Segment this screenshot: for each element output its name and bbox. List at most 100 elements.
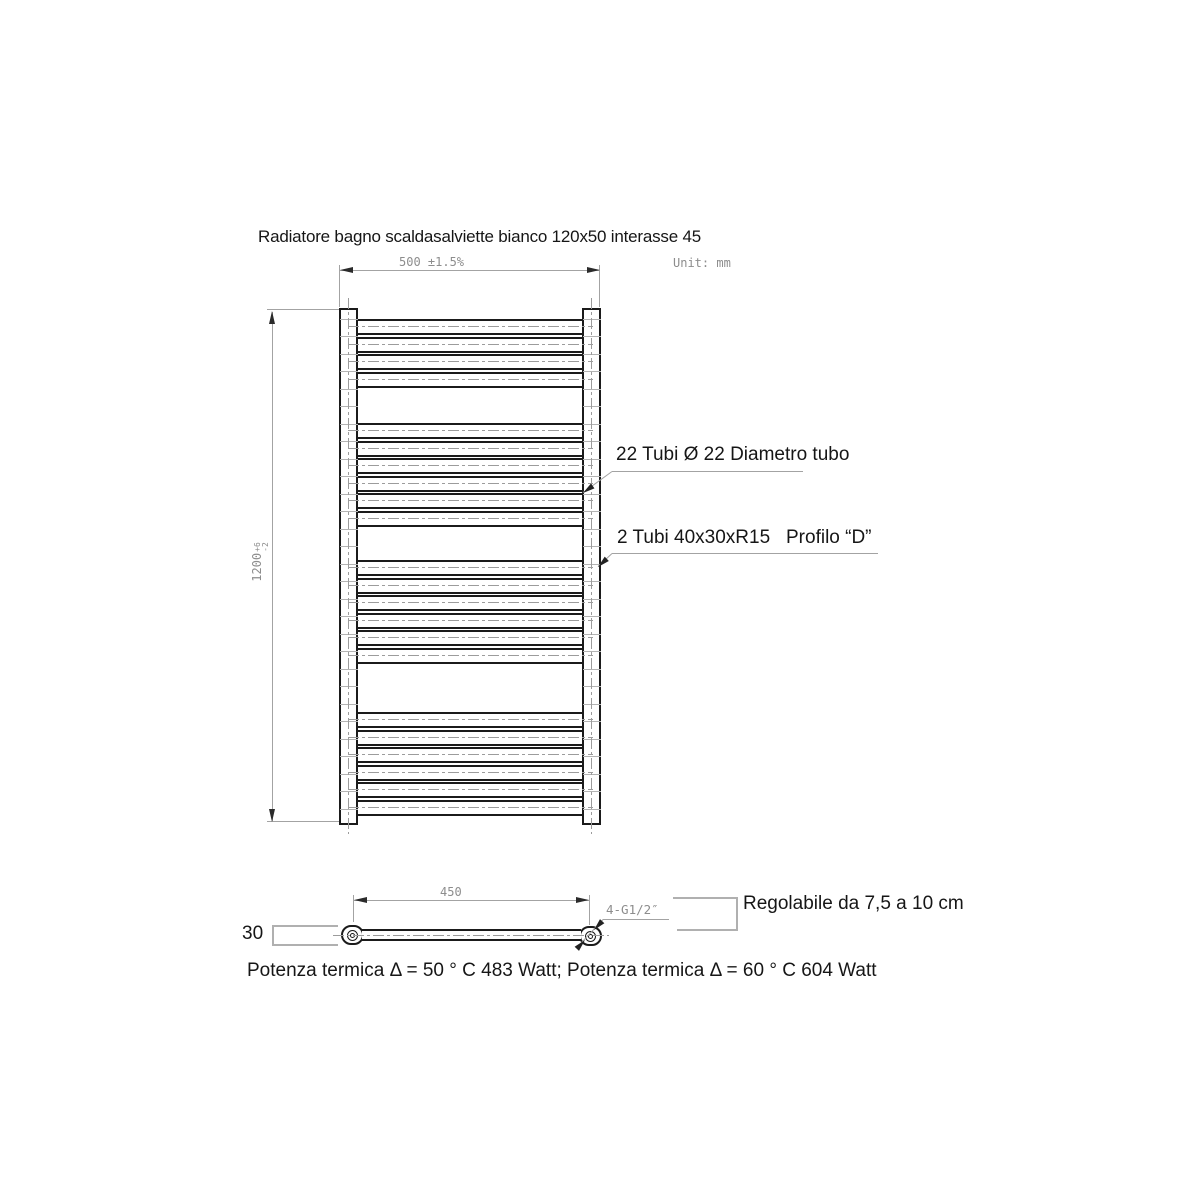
tube [358, 729, 582, 746]
tube [358, 577, 582, 594]
rail-tick [340, 808, 358, 810]
thread-label-underline [603, 919, 669, 920]
rail-tick [340, 493, 358, 495]
rail-tick [340, 703, 358, 705]
rail-tick [583, 476, 601, 477]
right-connection-bore [588, 933, 593, 939]
height-dimension-label: 1200 +6 -2 [250, 542, 270, 582]
rail-tick [340, 686, 358, 687]
rail-tick [583, 633, 601, 635]
tube-centerline [348, 637, 593, 638]
tube-centerline [348, 806, 593, 808]
height-extension-line-top [267, 309, 339, 310]
rail-tick [583, 511, 601, 512]
rail-tick [340, 738, 358, 740]
tube [358, 799, 582, 816]
rail-tick [583, 406, 601, 407]
rail-tick [583, 738, 601, 740]
span-dimension-label: 450 [440, 885, 462, 899]
rail-tick [340, 441, 358, 442]
rail-tick [340, 318, 358, 320]
tube-centerline [348, 754, 593, 755]
tube [358, 423, 582, 439]
rail-tick [583, 598, 601, 600]
span-dim-arrow-right [576, 897, 589, 903]
adjust-bracket-vertical [736, 897, 738, 931]
tube-centerline [348, 602, 593, 603]
tube-centerline [348, 736, 593, 738]
annotation-profile-underline [612, 553, 878, 554]
rail-tick [583, 686, 601, 687]
tube [358, 371, 582, 388]
drawing-title: Radiatore bagno scaldasalviette bianco 1… [258, 227, 701, 246]
rail-tick [583, 336, 601, 337]
tube-centerline [348, 771, 593, 773]
tube [358, 336, 582, 353]
rail-tick [583, 546, 601, 547]
rail-tick [340, 353, 358, 355]
tube [358, 647, 582, 664]
tube-centerline [348, 430, 593, 431]
rail-tick [583, 441, 601, 442]
rail-tick [583, 703, 601, 705]
rail-tick [583, 651, 601, 652]
tube-centerline [348, 343, 593, 345]
span-dimension-line [354, 900, 589, 901]
span-extension-line-left [353, 895, 354, 922]
rail-tick [340, 668, 358, 670]
thread-label: 4-G1/2″ [606, 902, 659, 917]
width-extension-line-left [339, 265, 340, 307]
rail-tick [583, 318, 601, 320]
depth-dimension-label: 30 [242, 923, 264, 944]
tube-centerline [348, 654, 593, 656]
tube [358, 510, 582, 527]
rail-tick [583, 353, 601, 355]
rail-tick [340, 528, 358, 530]
tube-centerline [348, 789, 593, 790]
rail-tick [340, 563, 358, 565]
tube [358, 458, 582, 474]
rail-tick [340, 773, 358, 775]
rail-tick [340, 616, 358, 617]
rail-tick [583, 563, 601, 565]
annotation-tubes: 22 Tubi Ø 22 Diametro tubo [616, 444, 850, 465]
rail-tick [340, 458, 358, 460]
tube-centerline [348, 584, 593, 586]
tube-centerline [348, 567, 593, 568]
rail-tick [583, 581, 601, 582]
rail-tick [583, 388, 601, 390]
rail-tick [583, 808, 601, 810]
rail-tick [340, 423, 358, 425]
depth-bracket-top [272, 925, 338, 927]
tube-centerline [348, 447, 593, 449]
tube [358, 595, 582, 611]
tube-centerline [348, 719, 593, 720]
rail-tick [583, 721, 601, 722]
tube [358, 560, 582, 576]
annotation-tubes-underline [612, 471, 803, 472]
rail-tick [583, 371, 601, 372]
tube-centerline [348, 378, 593, 380]
width-dimension-line [340, 270, 600, 271]
adjust-bracket-top [673, 897, 738, 899]
rail-tick [583, 773, 601, 775]
adjust-bracket-bottom [677, 929, 738, 931]
annotation-profile: 2 Tubi 40x30xR15 Profilo “D” [617, 527, 872, 548]
width-dimension-label: 500 ±1.5% [399, 255, 465, 269]
rail-tick [340, 721, 358, 722]
right-rail-centerline [591, 298, 592, 834]
rail-tick [340, 476, 358, 477]
thermal-power-text: Potenza termica Δ = 50 ° C 483 Watt; Pot… [247, 960, 877, 981]
rail-tick [340, 581, 358, 582]
tube-centerline [348, 482, 593, 484]
width-dim-arrow-left [340, 267, 353, 273]
tube [358, 747, 582, 763]
height-dimension-line [272, 312, 273, 821]
rail-tick [583, 528, 601, 530]
tube [358, 493, 582, 509]
rail-tick [583, 791, 601, 792]
rail-tick [340, 598, 358, 600]
width-dim-arrow-right [587, 267, 600, 273]
tube [358, 440, 582, 457]
